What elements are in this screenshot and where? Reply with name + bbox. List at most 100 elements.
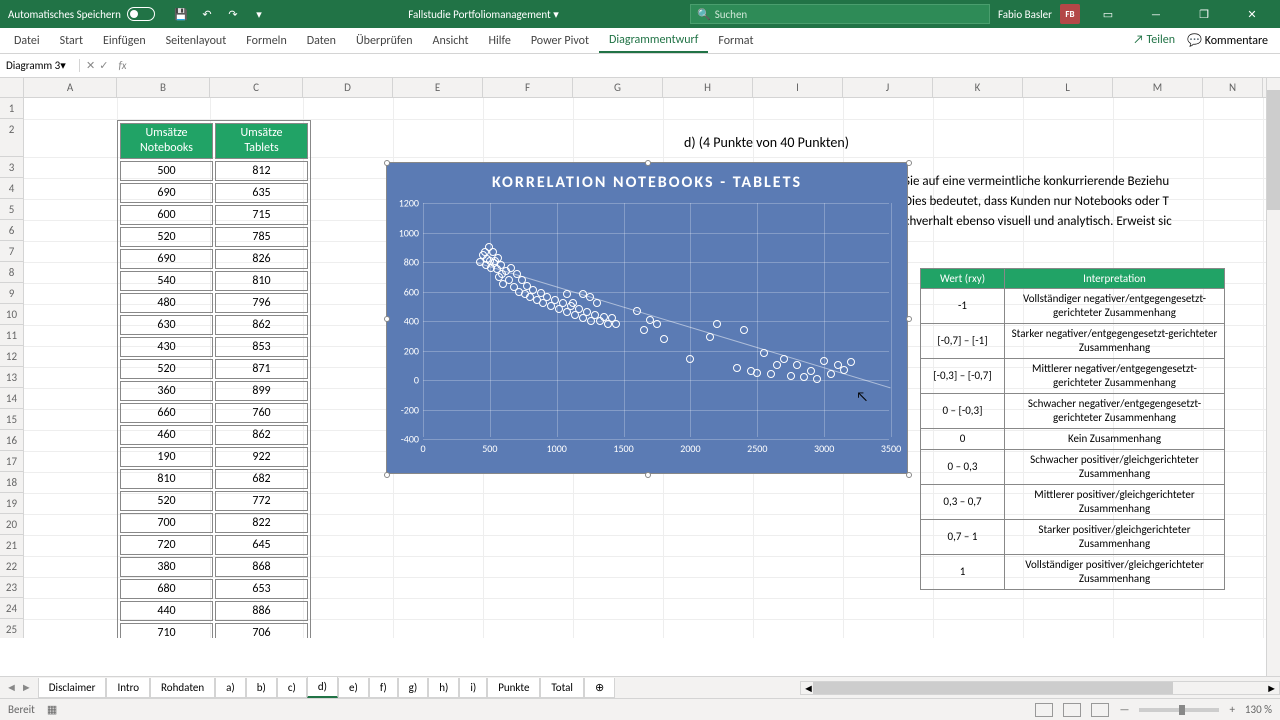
sheet-tab[interactable]: b) bbox=[246, 678, 277, 698]
data-cell[interactable]: 190 bbox=[120, 447, 213, 467]
data-cell[interactable]: 720 bbox=[120, 535, 213, 555]
data-cell[interactable]: 690 bbox=[120, 249, 213, 269]
page-layout-icon[interactable] bbox=[1063, 703, 1081, 717]
ribbon-tab-formeln[interactable]: Formeln bbox=[236, 30, 296, 52]
zoom-slider[interactable] bbox=[1139, 708, 1219, 712]
col-header[interactable]: B bbox=[117, 78, 210, 97]
data-cell[interactable]: 653 bbox=[215, 579, 308, 599]
data-cell[interactable]: 645 bbox=[215, 535, 308, 555]
row-header[interactable]: 7 bbox=[0, 241, 23, 262]
col-header[interactable]: J bbox=[843, 78, 933, 97]
ribbon-tab-diagrammentwurf[interactable]: Diagrammentwurf bbox=[599, 29, 708, 53]
data-cell[interactable]: 500 bbox=[120, 161, 213, 181]
data-cell[interactable]: 772 bbox=[215, 491, 308, 511]
row-header[interactable]: 9 bbox=[0, 283, 23, 304]
ribbon-tab-power pivot[interactable]: Power Pivot bbox=[521, 30, 599, 52]
col-header[interactable]: M bbox=[1113, 78, 1203, 97]
data-cell[interactable]: 660 bbox=[120, 403, 213, 423]
data-cell[interactable]: 630 bbox=[120, 315, 213, 335]
row-header[interactable]: 12 bbox=[0, 346, 23, 367]
data-cell[interactable]: 812 bbox=[215, 161, 308, 181]
redo-icon[interactable]: ↷ bbox=[223, 4, 243, 24]
data-cell[interactable]: 862 bbox=[215, 315, 308, 335]
data-cell[interactable]: 862 bbox=[215, 425, 308, 445]
zoom-level[interactable]: 130 % bbox=[1245, 703, 1272, 716]
data-cell[interactable]: 540 bbox=[120, 271, 213, 291]
row-header[interactable]: 4 bbox=[0, 178, 23, 199]
col-header[interactable]: L bbox=[1023, 78, 1113, 97]
search-box[interactable]: 🔍 Suchen bbox=[690, 4, 990, 24]
col-header[interactable]: H bbox=[663, 78, 753, 97]
row-header[interactable]: 22 bbox=[0, 556, 23, 577]
sheet-tab[interactable]: h) bbox=[428, 678, 459, 698]
macro-icon[interactable]: ▦ bbox=[47, 703, 57, 716]
row-header[interactable]: 11 bbox=[0, 325, 23, 346]
selection-handle[interactable] bbox=[384, 316, 390, 322]
col-header[interactable]: E bbox=[393, 78, 483, 97]
row-header[interactable]: 8 bbox=[0, 262, 23, 283]
row-header[interactable]: 5 bbox=[0, 199, 23, 220]
data-cell[interactable]: 520 bbox=[120, 227, 213, 247]
horizontal-scrollbar[interactable]: ◄► bbox=[800, 681, 1280, 695]
data-cell[interactable]: 480 bbox=[120, 293, 213, 313]
worksheet[interactable]: ABCDEFGHIJKLMN 1234567891011121314151617… bbox=[0, 78, 1280, 638]
sheet-nav[interactable]: ◄► bbox=[0, 681, 38, 694]
save-icon[interactable]: 💾 bbox=[171, 4, 191, 24]
sheet-tab[interactable]: f) bbox=[369, 678, 398, 698]
data-cell[interactable]: 690 bbox=[120, 183, 213, 203]
enter-icon[interactable]: ✓ bbox=[99, 59, 108, 72]
selection-handle[interactable] bbox=[906, 472, 912, 478]
sheet-tab[interactable]: Rohdaten bbox=[150, 678, 215, 698]
data-cell[interactable]: 796 bbox=[215, 293, 308, 313]
comments-button[interactable]: 💬 Kommentare bbox=[1187, 33, 1268, 48]
row-header[interactable]: 19 bbox=[0, 493, 23, 514]
cell-grid[interactable]: UmsätzeNotebooksUmsätzeTablets5008126906… bbox=[24, 98, 1280, 638]
data-cell[interactable]: 922 bbox=[215, 447, 308, 467]
row-header[interactable]: 6 bbox=[0, 220, 23, 241]
data-cell[interactable]: 760 bbox=[215, 403, 308, 423]
row-header[interactable]: 24 bbox=[0, 598, 23, 619]
data-cell[interactable]: 520 bbox=[120, 491, 213, 511]
sheet-tab[interactable]: d) bbox=[307, 677, 338, 698]
scatter-chart[interactable]: KORRELATION NOTEBOOKS - TABLETS -400-200… bbox=[386, 162, 908, 474]
sheet-tab[interactable]: Disclaimer bbox=[38, 678, 107, 698]
data-cell[interactable]: 886 bbox=[215, 601, 308, 621]
maximize-icon[interactable]: ❐ bbox=[1184, 0, 1224, 28]
sheet-tab[interactable]: c) bbox=[277, 678, 307, 698]
data-cell[interactable]: 785 bbox=[215, 227, 308, 247]
share-button[interactable]: ↗ Teilen bbox=[1133, 33, 1175, 48]
sheet-tab[interactable]: i) bbox=[459, 678, 487, 698]
more-icon[interactable]: ▾ bbox=[249, 4, 269, 24]
row-header[interactable]: 17 bbox=[0, 451, 23, 472]
col-header[interactable]: G bbox=[573, 78, 663, 97]
data-cell[interactable]: 600 bbox=[120, 205, 213, 225]
user-avatar[interactable]: FB bbox=[1060, 4, 1080, 24]
col-header[interactable]: K bbox=[933, 78, 1023, 97]
vertical-scrollbar[interactable] bbox=[1266, 78, 1280, 676]
ribbon-tab-ansicht[interactable]: Ansicht bbox=[423, 30, 479, 52]
data-cell[interactable]: 868 bbox=[215, 557, 308, 577]
data-cell[interactable]: 520 bbox=[120, 359, 213, 379]
cancel-icon[interactable]: ✕ bbox=[86, 59, 95, 72]
row-header[interactable]: 1 bbox=[0, 98, 23, 119]
selection-handle[interactable] bbox=[645, 472, 651, 478]
sheet-tab[interactable]: g) bbox=[398, 678, 429, 698]
col-header[interactable]: C bbox=[210, 78, 303, 97]
ribbon-tab-einfügen[interactable]: Einfügen bbox=[93, 30, 156, 52]
ribbon-mode-icon[interactable]: ▭ bbox=[1088, 0, 1128, 28]
row-header[interactable]: 23 bbox=[0, 577, 23, 598]
zoom-out-icon[interactable]: — bbox=[1119, 703, 1129, 716]
col-header[interactable]: I bbox=[753, 78, 843, 97]
data-cell[interactable]: 822 bbox=[215, 513, 308, 533]
sheet-tab[interactable]: Punkte bbox=[487, 678, 540, 698]
name-box[interactable]: Diagramm 3 ▾ bbox=[0, 59, 80, 72]
new-sheet-button[interactable]: ⊕ bbox=[584, 678, 615, 698]
ribbon-tab-seitenlayout[interactable]: Seitenlayout bbox=[156, 30, 237, 52]
selection-handle[interactable] bbox=[645, 160, 651, 166]
data-cell[interactable]: 360 bbox=[120, 381, 213, 401]
selection-handle[interactable] bbox=[384, 472, 390, 478]
ribbon-tab-start[interactable]: Start bbox=[50, 30, 93, 52]
row-header[interactable]: 15 bbox=[0, 409, 23, 430]
row-header[interactable]: 25 bbox=[0, 619, 23, 638]
sheet-tab[interactable]: a) bbox=[215, 678, 246, 698]
